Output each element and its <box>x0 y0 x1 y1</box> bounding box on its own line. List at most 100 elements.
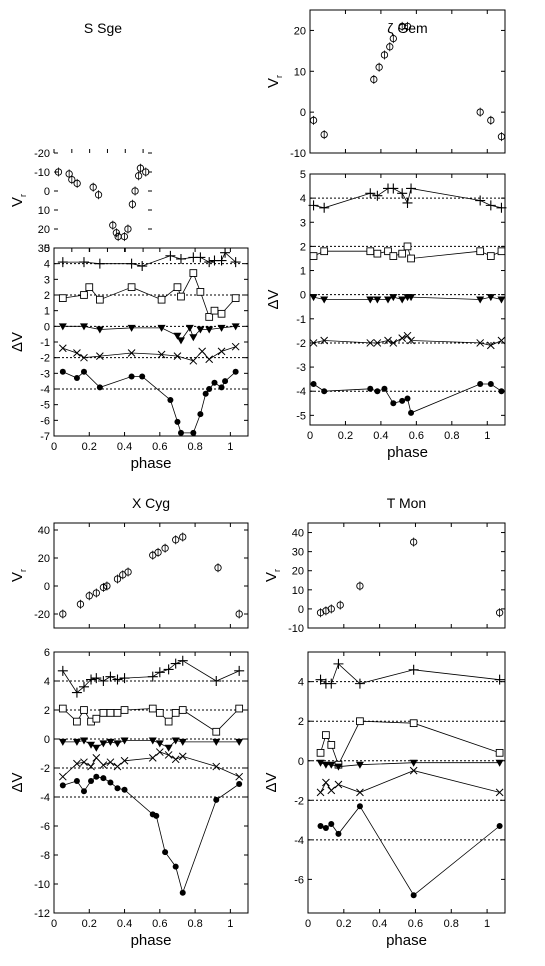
point-cross <box>205 355 214 364</box>
x-tick-label: 0.2 <box>82 918 97 930</box>
point-circle <box>88 778 95 785</box>
series-circle <box>59 368 239 436</box>
y-tick-label: -7 <box>40 431 50 443</box>
point-circle <box>211 379 218 386</box>
bottom-frame <box>307 651 506 914</box>
point-cross <box>235 772 244 781</box>
point-circle <box>390 400 397 407</box>
point-square <box>155 709 164 717</box>
point-plus <box>94 258 105 269</box>
point-triangle <box>189 334 198 342</box>
point-cross <box>148 753 157 762</box>
y-tick-label: 40 <box>38 525 50 537</box>
point-square <box>398 249 407 258</box>
point-triangle <box>171 737 180 745</box>
point-circle <box>487 380 494 387</box>
point-cross <box>231 342 240 351</box>
point-square <box>409 719 418 728</box>
point-triangle <box>106 738 115 746</box>
y-tick-label: 5 <box>300 169 306 181</box>
point-square <box>73 717 81 726</box>
point-plus <box>71 687 82 698</box>
point-square <box>316 748 325 757</box>
point-cross <box>73 349 81 357</box>
point-cross <box>120 756 129 765</box>
x-tick-label: 0.6 <box>408 918 423 930</box>
point-circle <box>153 812 160 819</box>
point-circle <box>206 386 213 392</box>
point-cross <box>486 341 495 350</box>
point-square <box>127 283 136 292</box>
series-triangle <box>316 759 504 771</box>
point-triangle <box>173 332 182 340</box>
point-triangle <box>407 294 416 302</box>
y-tick-label: 4 <box>44 676 50 688</box>
point-circle <box>80 788 87 795</box>
y-tick-label: -10 <box>290 148 306 160</box>
point-square <box>85 283 94 292</box>
point-plus <box>216 255 227 266</box>
point-square <box>80 291 88 299</box>
point-cross <box>80 758 88 767</box>
y-tick-label: -2 <box>294 795 304 807</box>
point-cross <box>497 336 506 345</box>
point-triangle <box>164 744 173 752</box>
y-tick-label: -2 <box>40 763 50 775</box>
point-triangle <box>120 737 129 745</box>
point-cross <box>398 334 407 342</box>
point-plus <box>230 257 241 268</box>
y-axis-label: ΔV <box>265 289 282 309</box>
point-plus <box>406 183 417 194</box>
x-tick-label: 0.6 <box>152 918 167 930</box>
point-circle <box>162 849 169 856</box>
point-circle <box>80 368 87 375</box>
point-circle <box>367 385 374 392</box>
point-cross <box>320 336 329 345</box>
point-plus <box>408 664 419 675</box>
point-circle <box>381 385 388 392</box>
series-cross <box>309 331 506 350</box>
y-tick-label: 0 <box>44 321 50 333</box>
point-circle <box>408 409 415 416</box>
y-tick-label: 4 <box>298 677 304 689</box>
point-cross <box>407 336 415 345</box>
point-plus <box>475 195 486 206</box>
point-square <box>189 269 198 277</box>
point-plus <box>154 667 165 678</box>
point-circle <box>404 395 411 402</box>
y-tick-label: -2 <box>296 338 306 350</box>
point-triangle <box>327 761 336 769</box>
y-tick-label: 40 <box>292 528 304 540</box>
series-plus <box>315 658 505 689</box>
chart-title: X Cyg <box>132 495 170 511</box>
x-tick-label: 0.2 <box>82 441 97 453</box>
point-triangle <box>95 326 104 334</box>
series-circle <box>310 380 505 416</box>
point-triangle <box>157 324 166 332</box>
point-plus <box>78 681 89 692</box>
point-plus <box>397 188 408 199</box>
point-cross <box>106 758 115 767</box>
point-triangle <box>87 741 96 749</box>
point-circle <box>179 889 186 896</box>
point-plus <box>177 655 188 666</box>
point-triangle <box>366 296 375 304</box>
point-plus <box>354 678 365 689</box>
point-circle <box>167 396 174 403</box>
point-plus <box>195 252 206 263</box>
y-tick-label: 0 <box>300 290 306 302</box>
x-tick-label: 0 <box>307 430 313 442</box>
x-tick-label: 0 <box>51 441 57 453</box>
point-square <box>177 292 185 301</box>
point-cross <box>198 347 206 356</box>
point-square <box>235 704 244 713</box>
y-axis-label-subscript: r <box>18 569 28 572</box>
point-plus <box>126 258 137 269</box>
point-plus <box>372 190 383 201</box>
point-triangle <box>476 296 485 304</box>
point-circle <box>335 830 342 837</box>
x-tick-label: 0.8 <box>187 918 202 930</box>
top-panel: -10 0 10 20 Vr <box>265 9 506 160</box>
point-circle <box>498 388 505 395</box>
